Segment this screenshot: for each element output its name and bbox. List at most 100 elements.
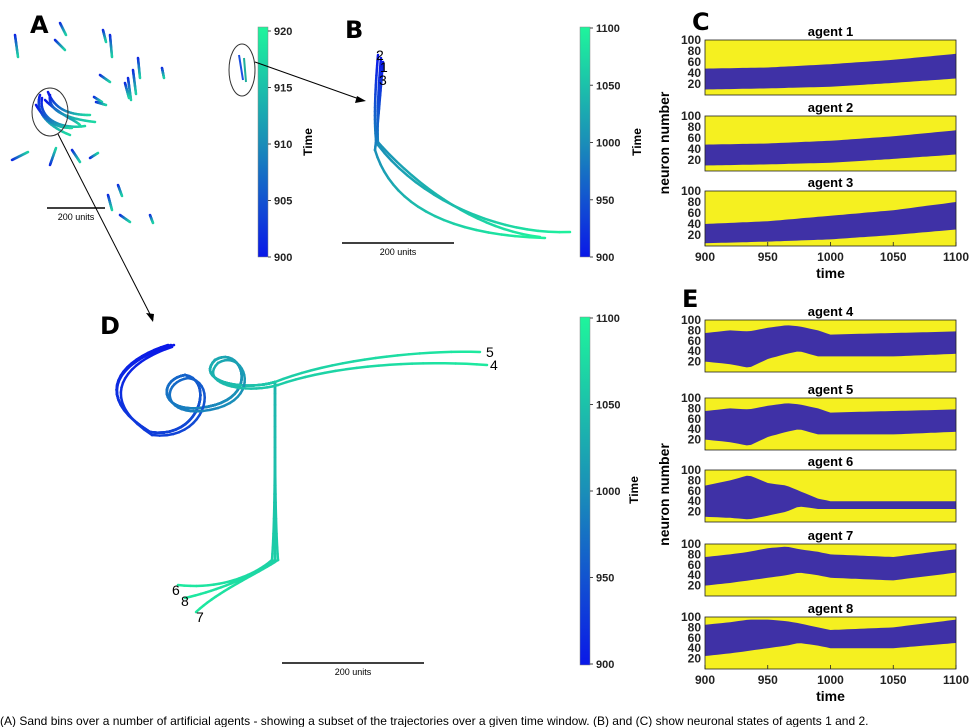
raster-y-tick-label: 40 bbox=[688, 344, 702, 358]
panel-b-agent-label: 1 bbox=[380, 59, 388, 75]
panel-d-trajectory bbox=[194, 607, 201, 614]
raster-y-tick-label: 60 bbox=[688, 206, 702, 220]
raster-y-tick-label: 100 bbox=[681, 313, 701, 327]
panel-d-trajectory bbox=[429, 350, 443, 354]
panel-letter-d: D bbox=[100, 312, 120, 340]
panel-b-trajectory bbox=[472, 213, 486, 220]
raster-title: agent 5 bbox=[808, 382, 854, 397]
panel-b-trajectory bbox=[426, 186, 437, 195]
raster-x-label: time bbox=[816, 688, 845, 704]
panel-d-colorbar-ticks: 900 950 1000 1050 1100 bbox=[590, 313, 620, 671]
raster-x-tick-label: 1050 bbox=[880, 250, 907, 264]
panel-b-trajectory bbox=[382, 170, 390, 180]
panel-b-trajectory bbox=[442, 198, 455, 207]
panel-b-colorbar bbox=[579, 26, 591, 258]
panel-b-trajectory bbox=[525, 228, 540, 233]
colorbar-tick-label: 910 bbox=[274, 139, 292, 151]
panel-b-colorbar-label: Time bbox=[630, 128, 644, 156]
raster-active-band bbox=[705, 130, 956, 166]
raster-y-tick-label: 20 bbox=[688, 652, 702, 666]
panel-b-trajectory bbox=[391, 183, 400, 192]
panel-b-trajectory bbox=[485, 221, 497, 228]
raster-y-tick-label: 60 bbox=[688, 412, 702, 426]
raster-x-tick-label: 950 bbox=[758, 673, 778, 687]
panel-b-trajectory bbox=[475, 228, 490, 234]
raster-x-label: time bbox=[816, 265, 845, 281]
panel-b-trajectory bbox=[398, 167, 409, 177]
panel-b-agent-label: 2 bbox=[376, 47, 384, 63]
panel-letter-c: C bbox=[692, 8, 710, 36]
panel-d-trajectory bbox=[465, 362, 479, 366]
panel-d-trajectory bbox=[377, 363, 392, 367]
raster-y-tick-label: 40 bbox=[688, 568, 702, 582]
raster-x-tick-label: 1000 bbox=[817, 673, 844, 687]
colorbar-tick-label: 1050 bbox=[596, 80, 620, 92]
panel-b-trajectory bbox=[515, 226, 529, 231]
raster-title: agent 1 bbox=[808, 24, 854, 39]
panel-b-trajectory bbox=[463, 225, 478, 232]
panel-d-trajectory bbox=[313, 371, 327, 377]
raster-y-tick-label: 20 bbox=[688, 77, 702, 91]
colorbar-tick-label: 900 bbox=[596, 252, 614, 264]
panel-b-trajectory bbox=[373, 148, 379, 159]
panel-b-trajectory bbox=[462, 209, 476, 216]
raster-y-label: neuron number bbox=[656, 91, 672, 194]
panel-a-trajectory bbox=[77, 122, 82, 127]
panel-b-trajectory bbox=[387, 176, 395, 186]
panel-d-trajectory bbox=[320, 364, 334, 369]
panel-d-agent-label: 6 bbox=[172, 582, 180, 598]
panel-b-trajectory bbox=[511, 230, 524, 236]
raster-frame bbox=[704, 39, 957, 96]
panel-d-trajectory bbox=[475, 363, 489, 367]
raster-y-tick-label: 100 bbox=[681, 537, 701, 551]
panel-d-trajectory bbox=[300, 368, 313, 375]
raster-y-tick-label: 40 bbox=[688, 217, 702, 231]
colorbar-tick-label: 1050 bbox=[596, 400, 620, 412]
raster-active-band bbox=[705, 546, 956, 586]
raster-title: agent 6 bbox=[808, 454, 854, 469]
raster-y-tick-label: 100 bbox=[681, 109, 701, 123]
panel-d-trajectory bbox=[176, 583, 186, 587]
raster-y-tick-label: 60 bbox=[688, 484, 702, 498]
raster-x-tick-label: 900 bbox=[695, 250, 715, 264]
raster-y-tick-label: 60 bbox=[688, 334, 702, 348]
panel-d-trajectory bbox=[344, 366, 359, 371]
panel-d-scale-label: 200 units bbox=[335, 667, 372, 677]
raster-y-tick-label: 100 bbox=[681, 184, 701, 198]
panel-d-trajectory bbox=[276, 380, 289, 387]
panel-b-trajectory bbox=[397, 189, 406, 198]
panel-d-trajectory bbox=[396, 353, 411, 357]
panel-b-trajectory bbox=[500, 233, 517, 238]
raster-frame bbox=[704, 319, 957, 373]
raster-y-tick-label: 20 bbox=[688, 355, 702, 369]
panel-letter-e: E bbox=[682, 285, 698, 313]
panel-b-trajectory bbox=[410, 174, 421, 183]
figure-caption: (A) Sand bins over a number of artificia… bbox=[0, 714, 868, 727]
colorbar-tick-label: 1000 bbox=[596, 138, 620, 150]
panel-a-trajectory bbox=[65, 132, 72, 137]
panel-letter-a: A bbox=[30, 11, 49, 39]
panel-b-trajectory bbox=[442, 218, 456, 226]
raster-x-tick-label: 1050 bbox=[880, 673, 907, 687]
raster-y-tick-label: 20 bbox=[688, 433, 702, 447]
panel-b-trajectory bbox=[493, 220, 507, 227]
panel-d-trajectory bbox=[208, 406, 220, 412]
raster-x-tick-label: 1000 bbox=[817, 250, 844, 264]
panel-d-trajectory bbox=[273, 377, 285, 384]
raster-y-tick-label: 80 bbox=[688, 401, 702, 415]
panel-letter-b: B bbox=[345, 16, 363, 44]
colorbar-tick-label: 900 bbox=[596, 659, 614, 671]
panel-a-colorbar bbox=[257, 26, 269, 258]
raster-y-tick-label: 20 bbox=[688, 228, 702, 242]
raster-active-band bbox=[705, 53, 956, 90]
panel-d-trajectory bbox=[205, 403, 217, 409]
raster-active-band bbox=[705, 619, 956, 656]
panel-b-trajectory bbox=[452, 222, 467, 229]
panel-b-trajectory bbox=[376, 156, 382, 166]
